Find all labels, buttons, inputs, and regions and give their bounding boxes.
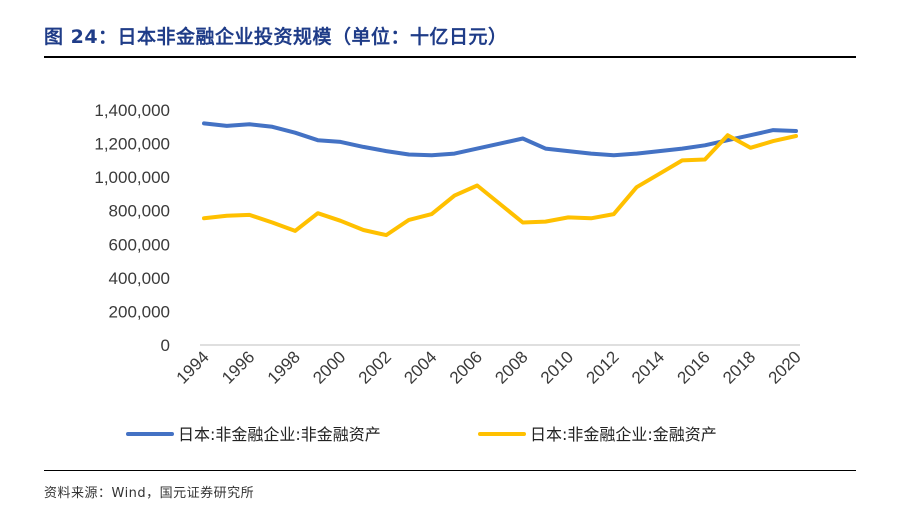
legend: 日本:非金融企业:非金融资产 日本:非金融企业:金融资产 — [126, 425, 717, 444]
y-tick-label: 1,400,000 — [94, 101, 170, 120]
footer-divider — [44, 470, 856, 471]
x-tick-label: 1998 — [264, 347, 304, 387]
x-tick-label: 2006 — [446, 347, 486, 387]
y-tick-label: 1,200,000 — [94, 135, 170, 154]
x-axis: 1994 1996 1998 2000 2002 2004 2006 2008 2010 2012… — [173, 344, 805, 388]
series-line-nonfinancial-assets — [202, 121, 798, 158]
x-tick-label: 2010 — [537, 347, 577, 387]
x-tick-label: 2004 — [400, 347, 440, 387]
series-lines — [202, 121, 798, 238]
x-tick-label: 2012 — [582, 347, 622, 387]
source-note: 资料来源：Wind，国元证券研究所 — [44, 486, 255, 501]
x-tick-label: 2002 — [355, 347, 395, 387]
title-divider — [44, 56, 856, 58]
y-tick-label: 600,000 — [109, 235, 170, 254]
x-tick-label: 2016 — [674, 347, 714, 387]
x-tick-label: 2020 — [765, 347, 805, 387]
y-tick-label: 0 — [161, 336, 170, 355]
legend-label: 日本:非金融企业:金融资产 — [530, 425, 717, 444]
legend-label: 日本:非金融企业:非金融资产 — [178, 425, 381, 444]
x-tick-label: 1994 — [173, 347, 213, 387]
y-tick-label: 1,000,000 — [94, 168, 170, 187]
x-tick-label: 1996 — [218, 347, 258, 387]
x-tick-label: 2014 — [628, 347, 668, 387]
x-tick-label: 2018 — [719, 347, 759, 387]
y-tick-label: 400,000 — [109, 269, 170, 288]
y-tick-label: 800,000 — [109, 202, 170, 221]
y-tick-label: 200,000 — [109, 302, 170, 321]
chart-title: 图 24：日本非金融企业投资规模（单位：十亿日元） — [44, 26, 508, 48]
x-tick-label: 2008 — [491, 347, 531, 387]
x-tick-label: 2000 — [309, 347, 349, 387]
y-axis: 0 200,000 400,000 600,000 800,000 1,000,000 1,… — [94, 101, 170, 355]
series-line-financial-assets — [202, 133, 798, 238]
